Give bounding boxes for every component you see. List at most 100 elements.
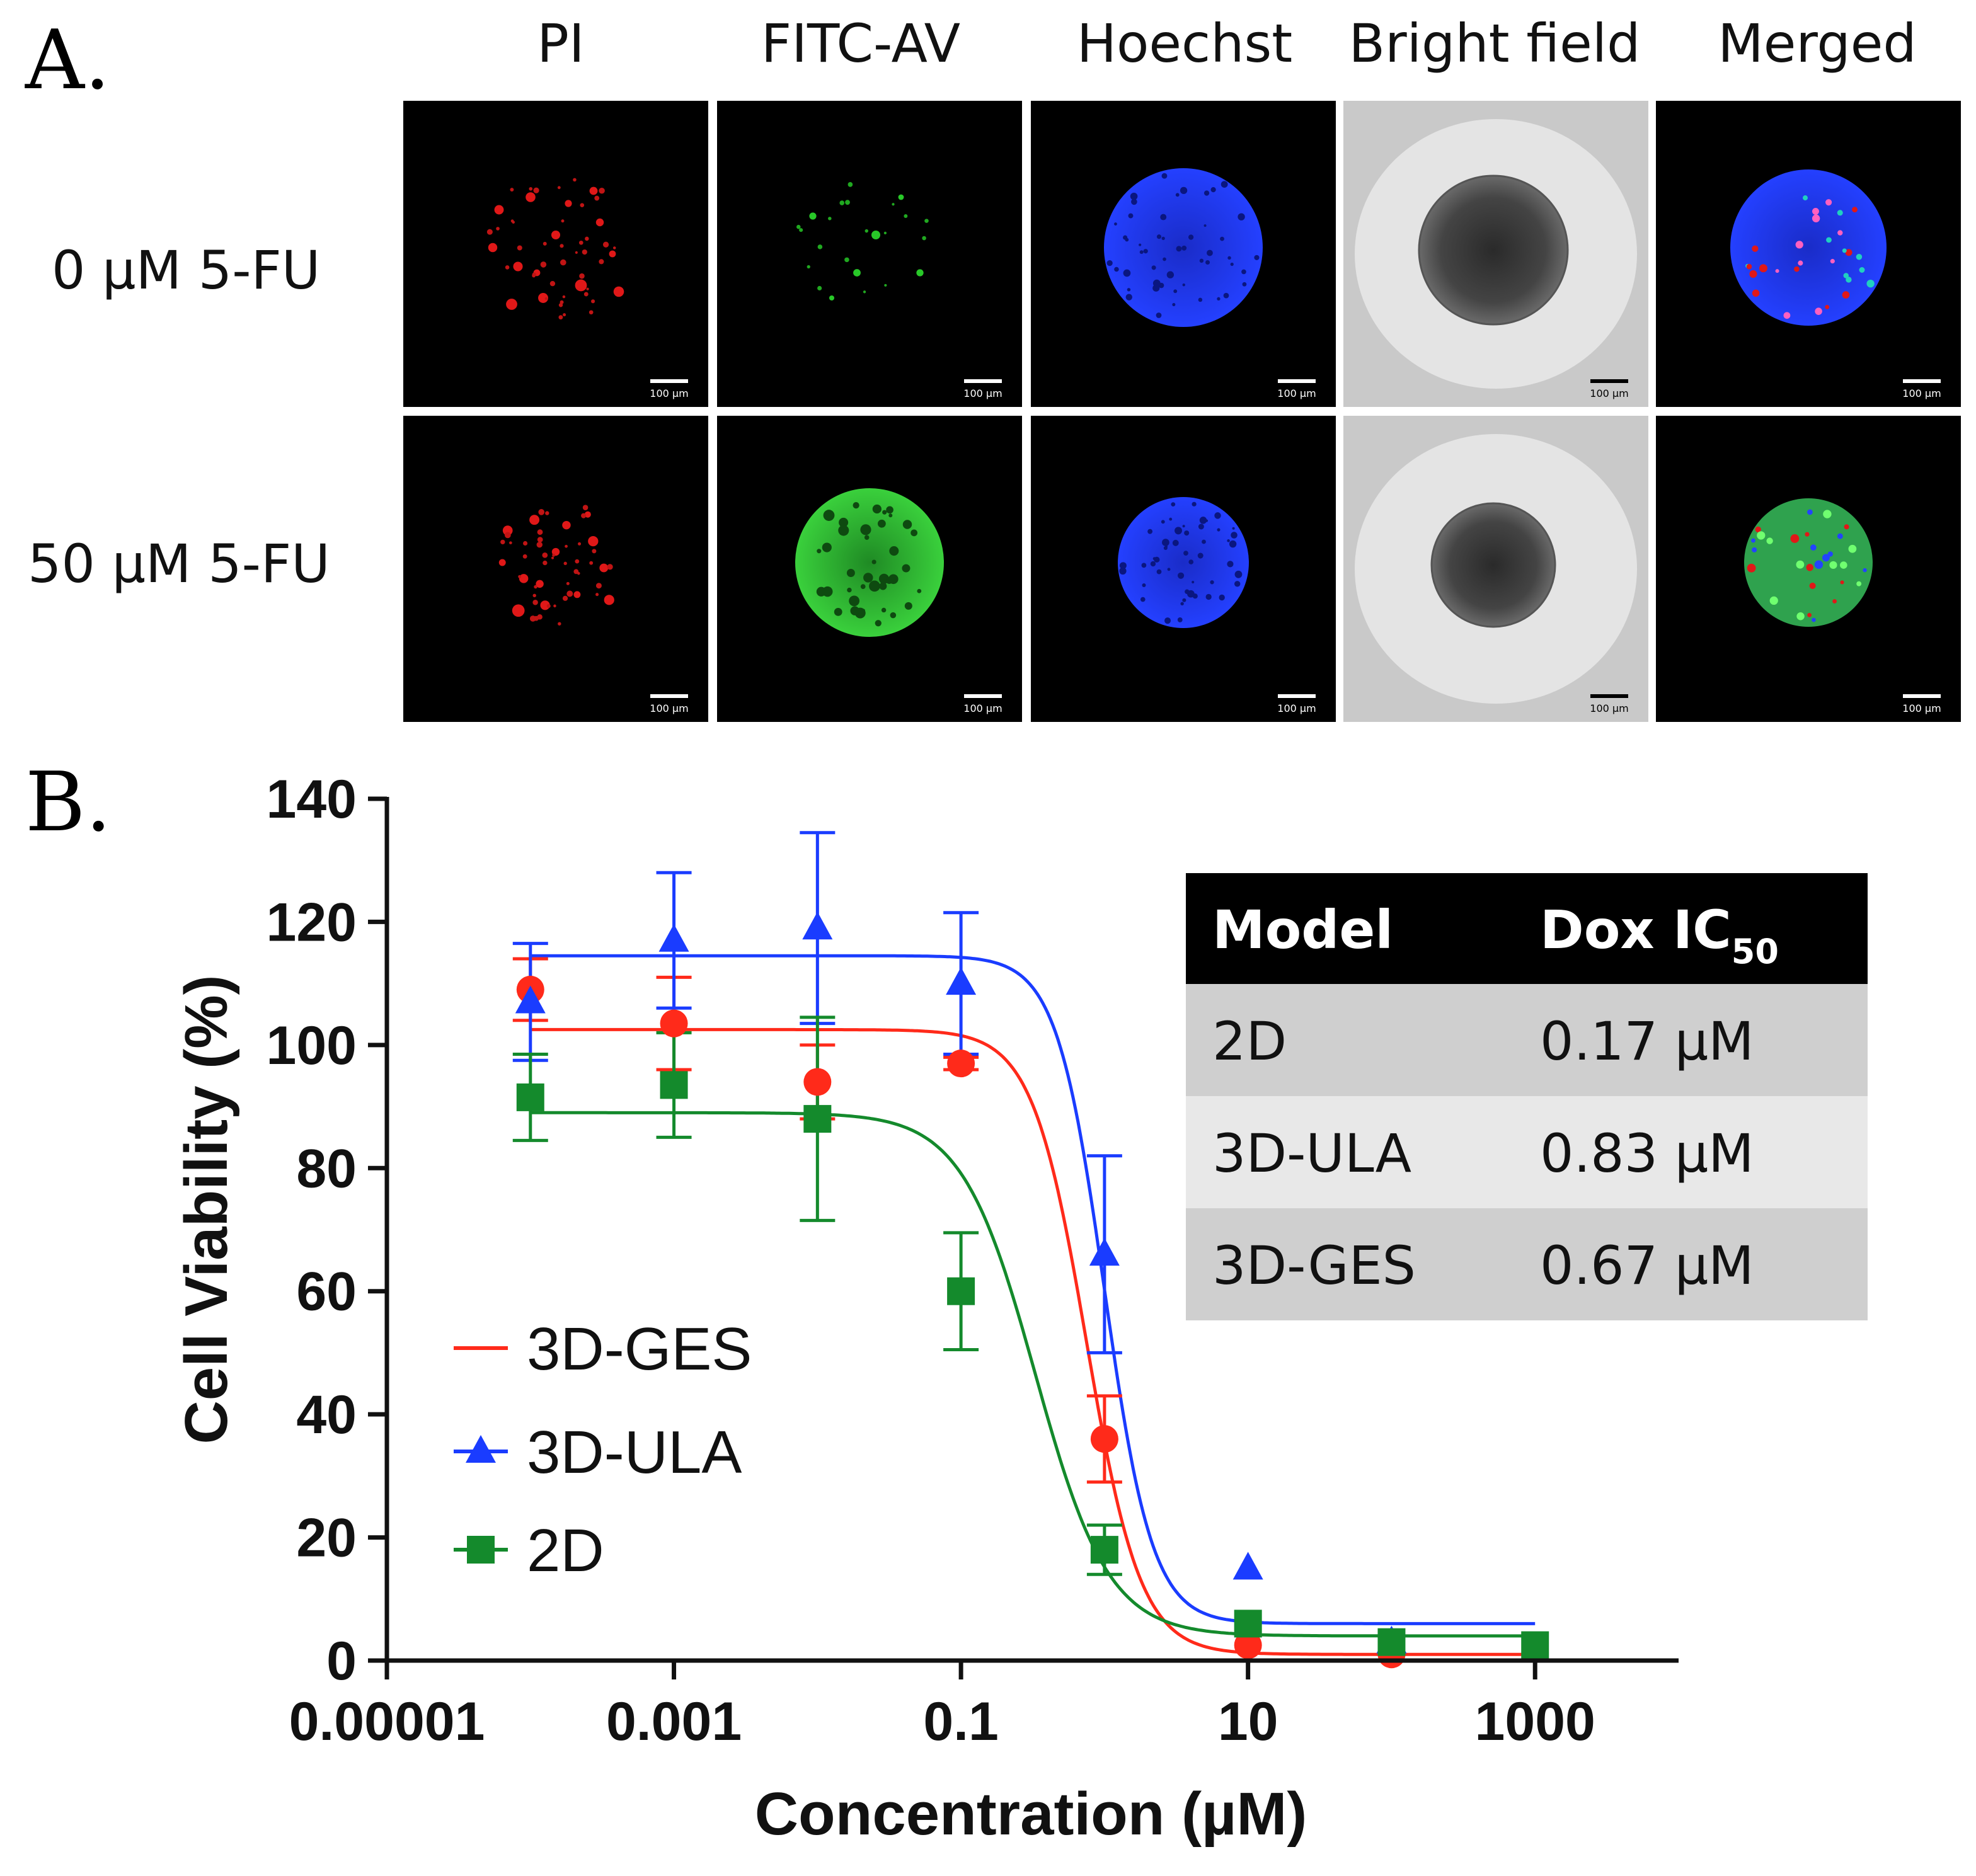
data-point-2d <box>516 1083 544 1111</box>
legend-item-3d-ges: 3D-GES <box>454 1315 752 1383</box>
micrograph-fitc-av-50um: 100 µm <box>717 416 1022 722</box>
scale-bar-label: 100 µm <box>1902 387 1941 399</box>
legend-marker-2d <box>467 1536 495 1564</box>
x-tick-label: 10 <box>1218 1691 1278 1752</box>
data-point-3d-ges <box>1234 1631 1262 1659</box>
ic50-table-header-bg <box>1186 873 1868 984</box>
column-header-bright-field: Bright field <box>1349 13 1641 74</box>
scale-bar-label: 100 µm <box>1902 702 1941 714</box>
column-header-merged: Merged <box>1718 13 1917 74</box>
micrograph-fitc-av-0um: 100 µm <box>717 101 1022 407</box>
data-point-2d <box>947 1277 975 1305</box>
scale-bar-label: 100 µm <box>1590 387 1628 399</box>
scale-bar <box>1903 379 1941 383</box>
ic50-table-row-bg <box>1186 1208 1868 1320</box>
legend-label-3d-ula: 3D-ULA <box>527 1419 742 1486</box>
x-tick-label: 0.00001 <box>289 1691 485 1752</box>
column-header-hoechst: Hoechst <box>1077 13 1292 74</box>
y-axis-title: Cell Viability (%) <box>173 975 240 1444</box>
scale-bar <box>1590 379 1628 383</box>
ic50-table-model-3d-ges: 3D-GES <box>1212 1235 1416 1296</box>
panel-a-label: A. <box>25 12 110 108</box>
ic50-table: Model Dox IC50 2D 0.17 µM 3D-ULA 0.83 µM… <box>1186 873 1868 1320</box>
scale-bar <box>1590 694 1628 698</box>
legend-marker-3d-ula <box>466 1435 496 1463</box>
micrograph-bright-field-50um: 100 µm <box>1343 416 1648 722</box>
micrograph-merged-50um: 100 µm <box>1656 416 1961 722</box>
row-label-50um: 50 µM 5-FU <box>28 533 330 595</box>
data-point-3d-ula <box>1232 1552 1263 1580</box>
data-point-2d <box>1090 1536 1118 1564</box>
scale-bar <box>650 694 688 698</box>
ic50-table-value-2d: 0.17 µM <box>1540 1010 1754 1072</box>
scale-bar <box>1278 379 1316 383</box>
y-tick-label: 40 <box>296 1385 357 1445</box>
data-point-2d <box>1377 1628 1406 1656</box>
ic50-table-value-3d-ges: 0.67 µM <box>1540 1235 1754 1296</box>
scale-bar-label: 100 µm <box>1590 702 1628 714</box>
micrograph-pi-0um: 100 µm <box>403 101 708 407</box>
scale-bar-label: 100 µm <box>1277 702 1316 714</box>
ic50-table-row-bg <box>1186 984 1868 1096</box>
ic50-table-value-3d-ula: 0.83 µM <box>1540 1123 1754 1184</box>
scale-bar-label: 100 µm <box>650 702 688 714</box>
micrograph-merged-0um: 100 µm <box>1656 101 1961 407</box>
data-point-2d <box>1234 1610 1262 1638</box>
scale-bar-label: 100 µm <box>963 387 1002 399</box>
scale-bar <box>1278 694 1316 698</box>
ic50-table-model-2d: 2D <box>1212 1010 1287 1072</box>
data-point-2d <box>660 1071 688 1099</box>
ic50-table-header-model: Model <box>1212 899 1393 961</box>
x-tick-label: 0.001 <box>606 1691 742 1752</box>
data-point-3d-ula <box>802 912 833 940</box>
legend-label-3d-ges: 3D-GES <box>527 1315 752 1383</box>
y-tick-label: 20 <box>296 1508 357 1569</box>
legend-label-2d: 2D <box>527 1517 604 1584</box>
scale-bar-label: 100 µm <box>1277 387 1316 399</box>
data-point-3d-ges <box>803 1068 832 1096</box>
y-tick-label: 60 <box>296 1262 357 1322</box>
ic50-table-row-bg <box>1186 1096 1868 1208</box>
x-tick-label: 0.1 <box>923 1691 999 1752</box>
y-tick-label: 0 <box>326 1631 357 1691</box>
data-point-3d-ges <box>1090 1425 1118 1453</box>
legend-item-2d: 2D <box>454 1517 604 1584</box>
x-axis-title: Concentration (µM) <box>755 1780 1307 1848</box>
column-header-pi: PI <box>537 13 584 74</box>
data-point-3d-ges <box>660 1009 688 1038</box>
chart-legend: 3D-GES 3D-ULA 2D <box>454 1315 752 1584</box>
scale-bar <box>964 379 1002 383</box>
fit-curve-3d-ula <box>530 954 1536 1625</box>
scale-bar <box>1903 694 1941 698</box>
micrograph-hoechst-0um: 100 µm <box>1031 101 1336 407</box>
y-tick-label: 80 <box>296 1138 357 1199</box>
data-point-3d-ula <box>658 924 689 952</box>
data-point-3d-ges <box>947 1050 975 1078</box>
micrograph-grid: 100 µm 100 µm 100 µm 100 µm 100 µm 100 µm 100 … <box>403 101 1961 722</box>
panel-b-label: B. <box>25 754 112 850</box>
column-header-fitc-av: FITC-AV <box>761 13 960 74</box>
scale-bar <box>650 379 688 383</box>
row-label-0um: 0 µM 5-FU <box>52 239 320 301</box>
data-point-2d <box>1521 1631 1549 1659</box>
scale-bar-label: 100 µm <box>650 387 688 399</box>
micrograph-bright-field-0um: 100 µm <box>1343 101 1648 407</box>
fit-curve-3d-ges <box>530 1027 1536 1656</box>
chart-axes: 0 20 40 60 80 100 120 140 0.00001 0.001 0.1 10 1000 <box>267 769 1679 1752</box>
data-point-2d <box>803 1105 832 1133</box>
y-tick-label: 120 <box>267 892 357 952</box>
fit-curves <box>530 954 1536 1656</box>
micrograph-pi-50um: 100 µm <box>403 416 708 722</box>
data-point-3d-ula <box>1089 1238 1120 1266</box>
ic50-table-header-ic50: Dox IC50 <box>1540 899 1779 971</box>
legend-item-3d-ula: 3D-ULA <box>454 1419 742 1486</box>
data-point-3d-ula <box>515 985 546 1014</box>
fit-curve-2d <box>530 1111 1536 1638</box>
micrograph-hoechst-50um: 100 µm <box>1031 416 1336 722</box>
y-tick-label: 100 <box>267 1015 357 1076</box>
x-tick-label: 1000 <box>1475 1691 1595 1752</box>
scale-bar-label: 100 µm <box>963 702 1002 714</box>
ic50-table-model-3d-ula: 3D-ULA <box>1212 1123 1411 1184</box>
